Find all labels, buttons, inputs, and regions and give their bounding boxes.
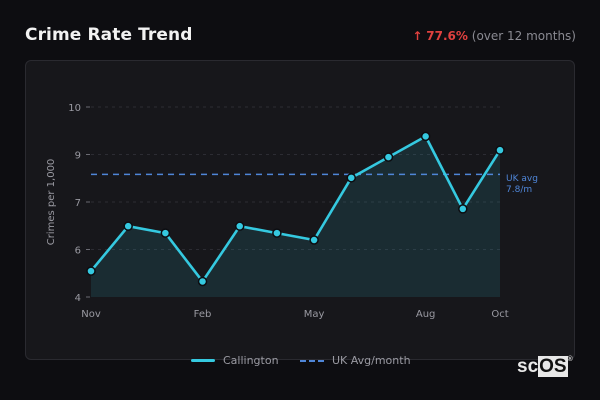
x-tick-label: Aug (416, 309, 436, 320)
dashed-line-swatch-icon (300, 359, 324, 362)
solid-line-swatch-icon (191, 359, 215, 362)
logo-box-text: OS (538, 356, 568, 377)
legend-item-callington[interactable]: Callington (191, 354, 279, 367)
series-line-callington (89, 135, 502, 283)
x-axis: Nov Feb May Aug Oct (81, 309, 508, 320)
change-period: (over 12 months) (471, 29, 576, 43)
legend-label-uk-avg: UK Avg/month (332, 354, 411, 367)
data-point[interactable] (346, 173, 357, 183)
registered-mark-icon: ® (567, 356, 573, 363)
data-point[interactable] (272, 228, 282, 238)
grid-lines (91, 106, 500, 250)
y-axis-label: Crimes per 1,000 (46, 159, 57, 246)
page-title: Crime Rate Trend (25, 25, 193, 45)
y-tick-label: 6 (75, 246, 81, 257)
legend-item-uk-avg[interactable]: UK Avg/month (300, 354, 411, 367)
y-axis: 10 9 7 6 4 (68, 103, 90, 304)
y-tick-label: 10 (68, 103, 81, 114)
data-point[interactable] (234, 221, 245, 231)
y-tick-label: 9 (75, 151, 81, 162)
data-point[interactable] (458, 204, 468, 214)
x-tick-label: Nov (81, 309, 101, 320)
y-tick-label: 4 (75, 293, 81, 304)
series-area (91, 136, 500, 297)
data-points (86, 131, 505, 287)
data-point[interactable] (495, 145, 505, 155)
chart-legend: Callington UK Avg/month (0, 354, 600, 370)
change-summary: ↑ 77.6% (over 12 months) (412, 29, 576, 43)
data-point[interactable] (309, 235, 319, 245)
data-point[interactable] (383, 152, 394, 162)
x-tick-label: Feb (194, 309, 212, 320)
chart-card (25, 60, 575, 360)
data-point[interactable] (197, 276, 208, 287)
data-point[interactable] (123, 221, 133, 231)
legend-label-callington: Callington (223, 354, 279, 367)
y-tick-label: 7 (75, 198, 81, 209)
x-tick-label: May (304, 309, 325, 320)
uk-avg-annotation-line2: 7.8/m (506, 185, 532, 195)
uk-avg-annotation-line1: UK avg (506, 174, 538, 184)
data-point[interactable] (420, 131, 431, 142)
scos-logo: scOS® (517, 356, 573, 378)
change-value: 77.6% (426, 29, 468, 43)
up-arrow-icon: ↑ (412, 29, 423, 43)
x-tick-label: Oct (491, 309, 508, 320)
logo-text: sc (517, 356, 539, 377)
data-point[interactable] (160, 228, 171, 238)
data-point[interactable] (86, 266, 96, 276)
